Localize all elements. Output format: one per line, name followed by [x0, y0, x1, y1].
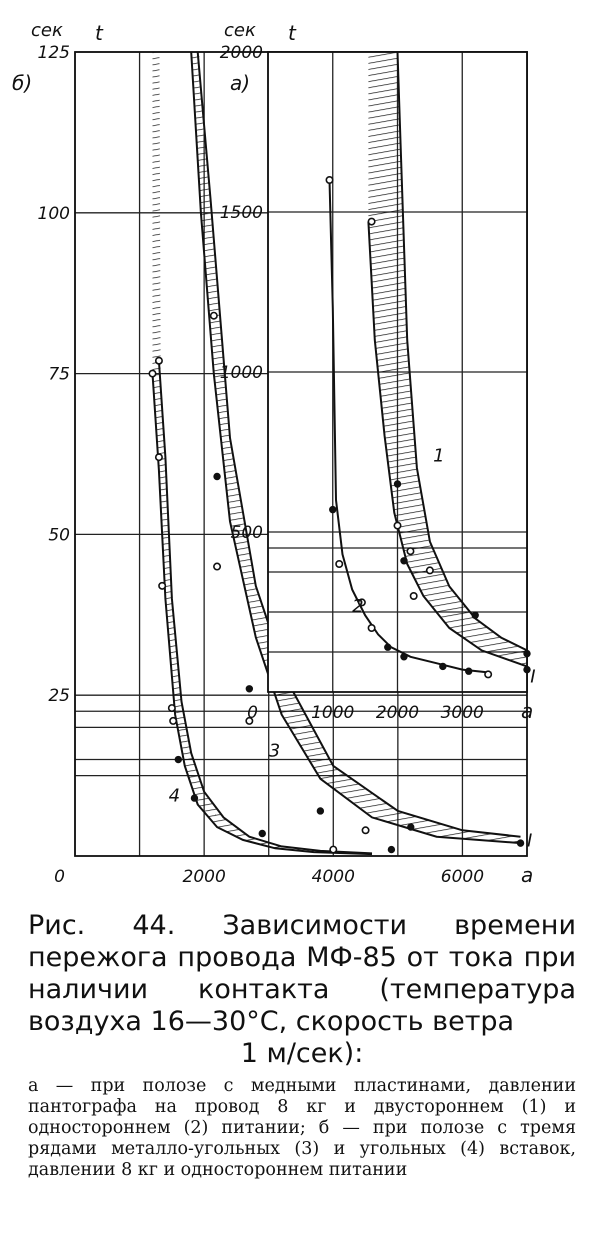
- panel-b-data-point: [190, 794, 199, 802]
- panel-a-data-point: [329, 505, 337, 514]
- panel-a-ylabel: t: [288, 21, 297, 45]
- panel-b-data-point: [154, 453, 163, 462]
- panel-b-data-point: [258, 829, 266, 838]
- panel-b-data-point: [361, 826, 370, 835]
- panel-a-data-point: [367, 623, 376, 632]
- panel-b-data-point: [213, 562, 222, 571]
- panel-a-data-point: [471, 611, 479, 619]
- panel-a-data-point: [400, 653, 408, 661]
- panel-a-curve-label: 1: [433, 446, 444, 467]
- panel-b-curve-4-upper: [157, 360, 373, 855]
- caption-title-text: Рис. 44. Зависимости времени пережога пр…: [28, 910, 576, 1037]
- panel-b-xtick-label: 4000: [312, 867, 355, 887]
- figure-caption: Рис. 44. Зависимости времени пережога пр…: [28, 910, 576, 1181]
- panel-b-data-point: [167, 704, 176, 713]
- panel-a-data-point: [465, 667, 473, 675]
- panel-a-ytick-label: 2000: [220, 43, 263, 63]
- panel-a-data-point: [384, 643, 392, 651]
- panel-a-data-point: [409, 591, 418, 600]
- panel-a-y-unit: сек: [224, 20, 256, 41]
- panel-a-xtick-label: 2000: [376, 703, 419, 723]
- panel-b-curve-label: I: [527, 830, 532, 851]
- panel-a-data-point: [439, 662, 447, 671]
- panel-a-data-point: [325, 176, 334, 185]
- panel-b-data-point: [209, 311, 218, 320]
- panel-a-xtick-label: 0: [247, 703, 258, 723]
- panel-a-curve-label: 2: [352, 596, 363, 617]
- panel-a-frame: [267, 51, 528, 693]
- panel-a-data-point: [425, 566, 434, 575]
- panel-a-curve-1-upper: [396, 52, 527, 652]
- panel-b-data-point: [174, 755, 183, 764]
- panel-b-curve-label: 4: [169, 785, 180, 806]
- panel-a-data-point: [367, 217, 376, 226]
- caption-note: а — при полозе с медными пластинами, дав…: [28, 1076, 576, 1180]
- caption-title-last: 1 м/сек):: [240, 1038, 364, 1069]
- panel-b-xtick-label: 0: [54, 867, 65, 887]
- panel-a-data-point: [400, 557, 408, 565]
- panel-a-ytick-label: 500: [231, 523, 263, 543]
- figure: 25 50 75 100 125 0 2000 4000 6000 t сек a 3 4 Iб) 500 1…: [12, 20, 536, 887]
- panel-a-data-point: [357, 598, 366, 607]
- panel-b-curve-4-lower: [151, 373, 373, 856]
- panel-b-ylabel: t: [95, 21, 104, 45]
- panel-a-ytick-label: 1500: [220, 203, 263, 223]
- panel-b-data-point: [329, 845, 338, 854]
- panel-a-data-point: [393, 480, 402, 488]
- panel-b-letter: б): [12, 71, 32, 95]
- caption-title: Рис. 44. Зависимости времени пережога пр…: [28, 910, 576, 1070]
- panel-a-chart: 500 1000 1500 2000 0 1000 2000 3000 t сек a 1 2 Iа): [220, 20, 536, 723]
- panel-b-data-point: [158, 581, 167, 590]
- panel-b-data-point: [148, 369, 157, 378]
- panel-b-y-unit: сек: [31, 20, 63, 41]
- panel-a-letter: а): [230, 71, 250, 95]
- panel-b-data-point: [316, 807, 325, 815]
- panel-b-ytick-label: 75: [48, 365, 70, 385]
- panel-a-ytick-label: 1000: [220, 363, 263, 383]
- panel-a-xlabel: a: [521, 699, 533, 723]
- panel-a-data-point: [484, 670, 493, 679]
- panel-b-ytick-label: 125: [38, 43, 70, 63]
- panel-a-data-point: [335, 559, 344, 568]
- panel-a-data-point: [406, 547, 415, 556]
- panel-b-data-point: [516, 839, 525, 847]
- panel-b-ytick-label: 100: [38, 204, 70, 224]
- panel-b-data-point: [169, 716, 178, 725]
- panel-b-data-point: [154, 356, 163, 365]
- panel-b-curve-label: 3: [269, 740, 280, 761]
- panel-b-ytick-label: 50: [48, 525, 70, 545]
- panel-b-xtick-label: 6000: [441, 867, 484, 887]
- panel-b-data-point: [387, 845, 396, 854]
- panel-b-ytick-label: 25: [48, 686, 70, 706]
- panel-a-curve-1-lower: [367, 221, 527, 668]
- panel-a-band-1: [368, 52, 527, 667]
- panel-b-data-point: [213, 472, 221, 481]
- panel-b-data-point: [245, 716, 254, 725]
- panel-b-data-point: [407, 823, 415, 831]
- panel-a-xtick-label: 3000: [441, 703, 484, 723]
- panel-a-curve-label: I: [530, 666, 535, 687]
- panel-a-xtick-label: 1000: [311, 703, 354, 723]
- panel-a-data-point: [393, 521, 402, 530]
- panel-b-xtick-label: 2000: [183, 867, 226, 887]
- panel-b-data-point: [245, 685, 254, 693]
- panel-b-xlabel: a: [521, 863, 533, 887]
